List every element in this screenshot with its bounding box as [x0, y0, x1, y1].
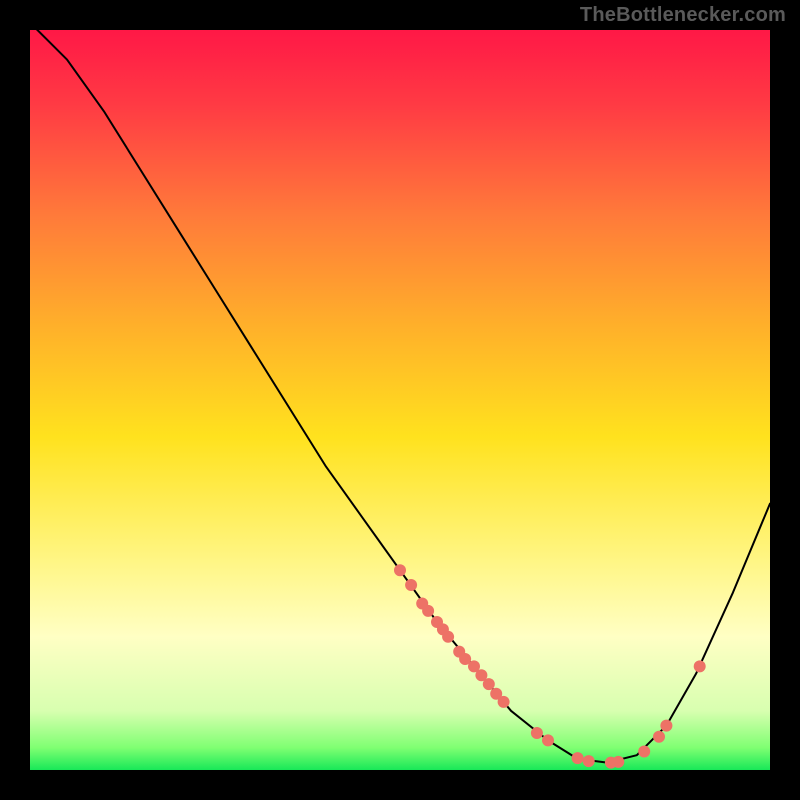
scatter-point	[542, 734, 554, 746]
scatter-point	[660, 720, 672, 732]
scatter-point	[694, 660, 706, 672]
scatter-point	[483, 678, 495, 690]
scatter-point	[583, 755, 595, 767]
scatter-point	[572, 752, 584, 764]
chart-background	[30, 30, 770, 770]
chart-svg	[30, 30, 770, 770]
chart-plot-area	[30, 30, 770, 770]
scatter-point	[498, 696, 510, 708]
scatter-point	[638, 746, 650, 758]
watermark-text: TheBottlenecker.com	[580, 4, 786, 27]
scatter-point	[422, 605, 434, 617]
scatter-point	[531, 727, 543, 739]
scatter-point	[612, 756, 624, 768]
scatter-point	[394, 564, 406, 576]
scatter-point	[442, 631, 454, 643]
scatter-point	[653, 731, 665, 743]
scatter-point	[405, 579, 417, 591]
